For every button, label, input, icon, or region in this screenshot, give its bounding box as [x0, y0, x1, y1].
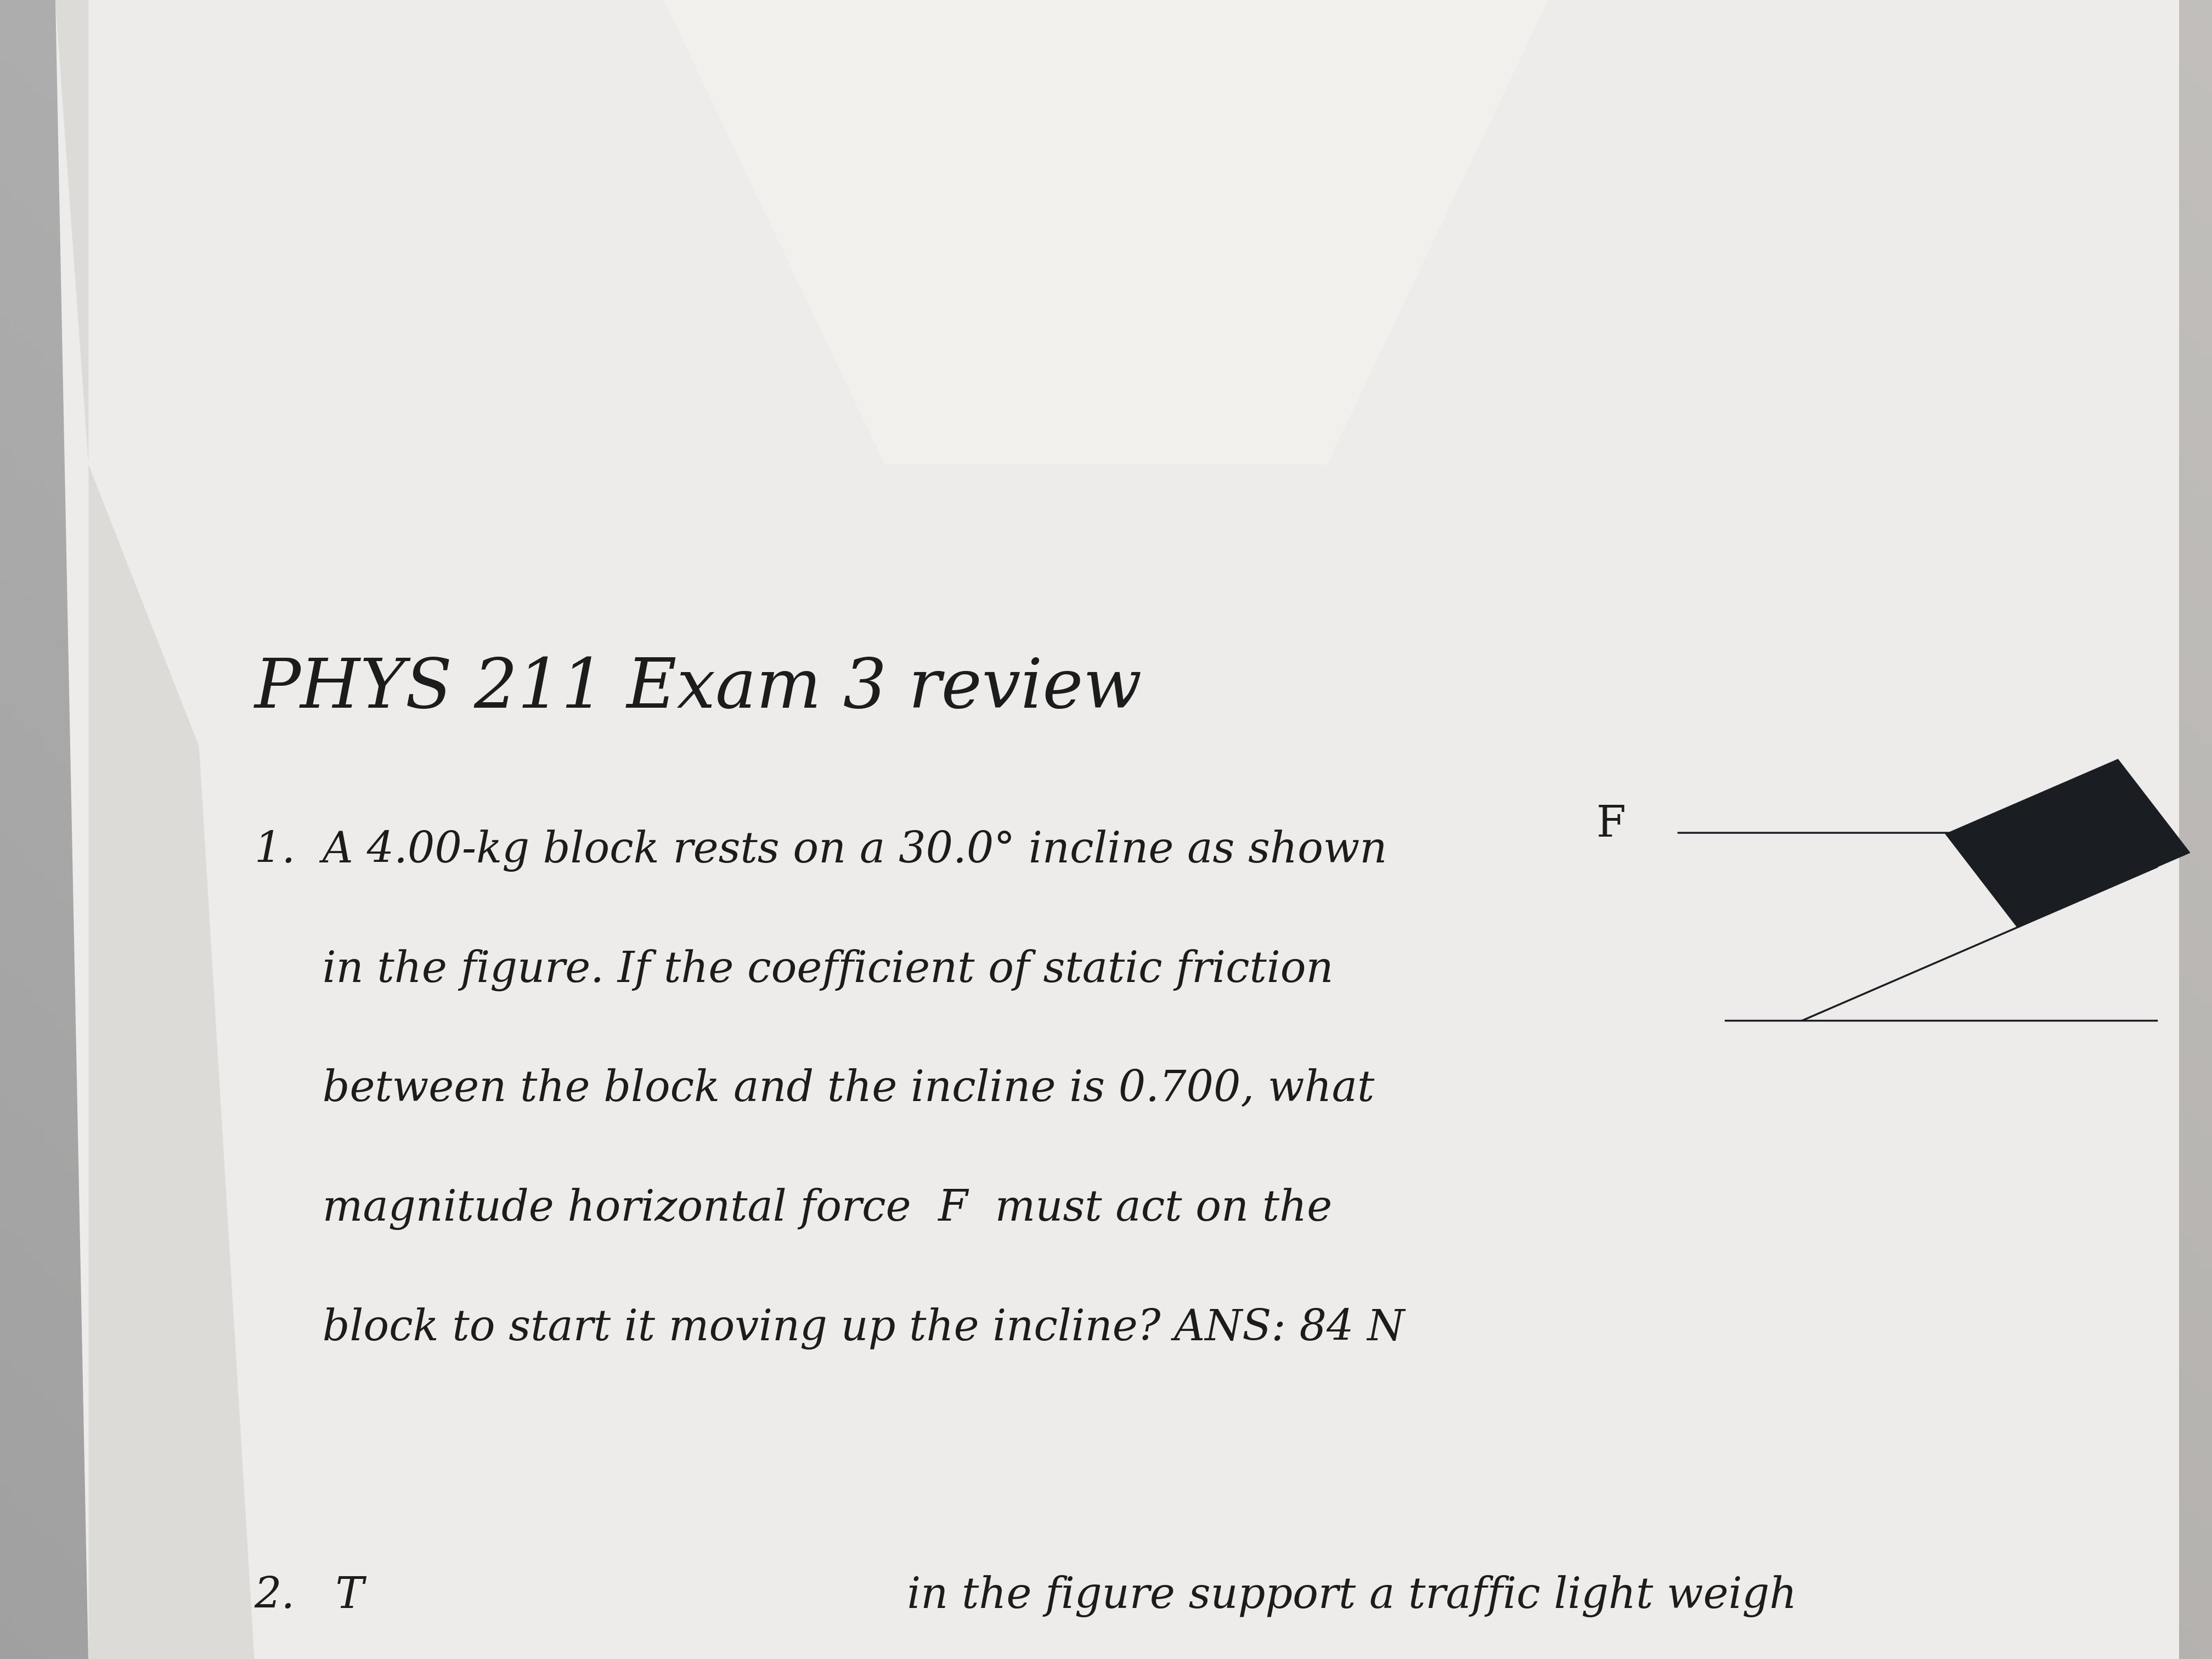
Text: F: F	[1597, 803, 1626, 846]
Polygon shape	[55, 0, 2179, 1659]
Text: between the block and the incline is 0.700, what: between the block and the incline is 0.7…	[254, 1068, 1374, 1110]
Polygon shape	[1947, 760, 2190, 927]
Text: 1.  A 4.00-kg block rests on a 30.0° incline as shown: 1. A 4.00-kg block rests on a 30.0° incl…	[254, 830, 1387, 871]
Polygon shape	[664, 0, 1548, 465]
Polygon shape	[55, 0, 254, 1659]
Text: in the figure. If the coefficient of static friction: in the figure. If the coefficient of sta…	[254, 949, 1334, 990]
Text: magnitude horizontal force  F  must act on the: magnitude horizontal force F must act on…	[254, 1188, 1332, 1229]
Text: 2.   T                                        in the figure support a traffic li: 2. T in the figure support a traffic li	[254, 1576, 1798, 1618]
Text: PHYS 211 Exam 3 review: PHYS 211 Exam 3 review	[254, 655, 1141, 722]
Text: block to start it moving up the incline? ANS: 84 N: block to start it moving up the incline?…	[254, 1307, 1405, 1349]
